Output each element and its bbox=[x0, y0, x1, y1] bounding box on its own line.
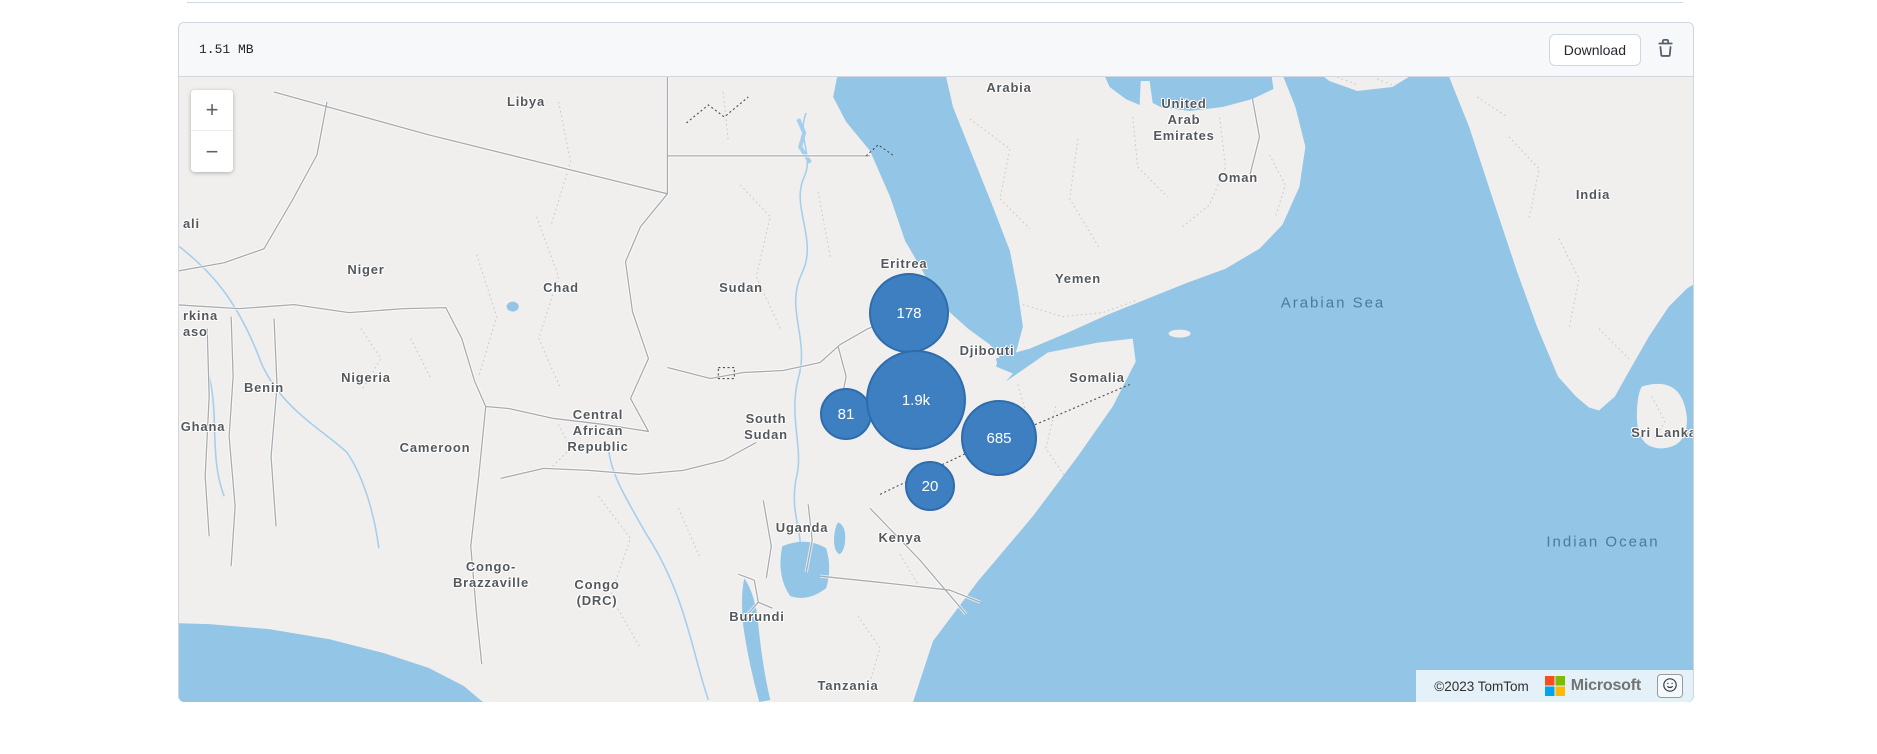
cluster-bubble-1-9k[interactable]: 1.9k bbox=[866, 350, 966, 450]
water-label-arabian-sea: Arabian Sea bbox=[1280, 294, 1386, 312]
trash-icon-button[interactable] bbox=[1654, 37, 1677, 63]
zoom-control: + − bbox=[191, 90, 233, 172]
country-label-sudan: Sudan bbox=[719, 280, 763, 295]
country-label-djibouti: Djibouti bbox=[959, 343, 1015, 358]
country-label-united-arab-emirates: United Arab Emirates bbox=[1153, 96, 1215, 143]
country-label-benin: Benin bbox=[243, 380, 285, 395]
country-label-rkina-aso: rkina aso bbox=[183, 308, 219, 339]
trash-icon bbox=[1656, 38, 1675, 61]
country-label-sri-lanka: Sri Lanka bbox=[1631, 425, 1693, 440]
country-label-chad: Chad bbox=[543, 280, 579, 295]
country-label-tanzania: Tanzania bbox=[817, 678, 879, 693]
country-label-oman: Oman bbox=[1217, 170, 1259, 185]
attribution-bar: ©2023 TomTom Microsoft bbox=[1416, 670, 1693, 702]
country-label-somalia: Somalia bbox=[1069, 370, 1125, 385]
country-label-kenya: Kenya bbox=[878, 530, 922, 545]
plus-icon: + bbox=[205, 97, 219, 122]
map-svg bbox=[179, 77, 1693, 702]
download-button[interactable]: Download bbox=[1548, 33, 1641, 66]
microsoft-logo-icon bbox=[1544, 676, 1565, 696]
country-label-india: India bbox=[1575, 187, 1611, 202]
country-label-south-sudan: South Sudan bbox=[744, 411, 788, 442]
country-label-central-african-republic: Central African Republic bbox=[567, 407, 629, 454]
country-label-uganda: Uganda bbox=[775, 520, 829, 535]
file-size-label: 1.51 MB bbox=[199, 42, 254, 57]
country-label-burundi: Burundi bbox=[729, 609, 785, 624]
country-label-ghana: Ghana bbox=[180, 419, 226, 434]
feedback-smiley-button[interactable] bbox=[1657, 674, 1683, 698]
microsoft-brand: Microsoft bbox=[1544, 676, 1641, 696]
file-card: 1.51 MB Download bbox=[178, 22, 1694, 702]
country-label-eritrea: Eritrea bbox=[880, 256, 928, 271]
cluster-bubble-178[interactable]: 178 bbox=[869, 273, 949, 353]
country-label-nigeria: Nigeria bbox=[341, 370, 391, 385]
top-divider bbox=[187, 2, 1683, 3]
country-label-yemen: Yemen bbox=[1055, 271, 1101, 286]
cluster-bubble-20[interactable]: 20 bbox=[905, 461, 955, 511]
water-label-indian-ocean: Indian Ocean bbox=[1546, 533, 1660, 551]
country-label-ali: ali bbox=[183, 216, 200, 231]
card-header: 1.51 MB Download bbox=[179, 23, 1693, 77]
map-overlay-layer: Libya Arabia United Arab Emirates Oman India al… bbox=[179, 77, 1693, 702]
country-label-congo-brazzaville: Congo- Brazzaville bbox=[452, 559, 530, 590]
zoom-in-button[interactable]: + bbox=[191, 90, 233, 131]
microsoft-wordmark: Microsoft bbox=[1570, 677, 1641, 694]
country-label-arabia: Arabia bbox=[986, 80, 1032, 95]
map-canvas[interactable]: Libya Arabia United Arab Emirates Oman India al… bbox=[179, 77, 1693, 702]
minus-icon: − bbox=[205, 138, 219, 164]
cluster-bubble-685[interactable]: 685 bbox=[961, 400, 1037, 476]
country-label-congo-drc: Congo (DRC) bbox=[574, 577, 620, 608]
country-label-libya: Libya bbox=[507, 94, 545, 109]
country-label-niger: Niger bbox=[347, 262, 385, 277]
smiley-icon bbox=[1662, 677, 1678, 696]
copyright-text: ©2023 TomTom bbox=[1434, 678, 1529, 694]
cluster-bubble-81[interactable]: 81 bbox=[820, 388, 872, 440]
country-label-cameroon: Cameroon bbox=[399, 440, 471, 455]
zoom-out-button[interactable]: − bbox=[191, 131, 233, 172]
